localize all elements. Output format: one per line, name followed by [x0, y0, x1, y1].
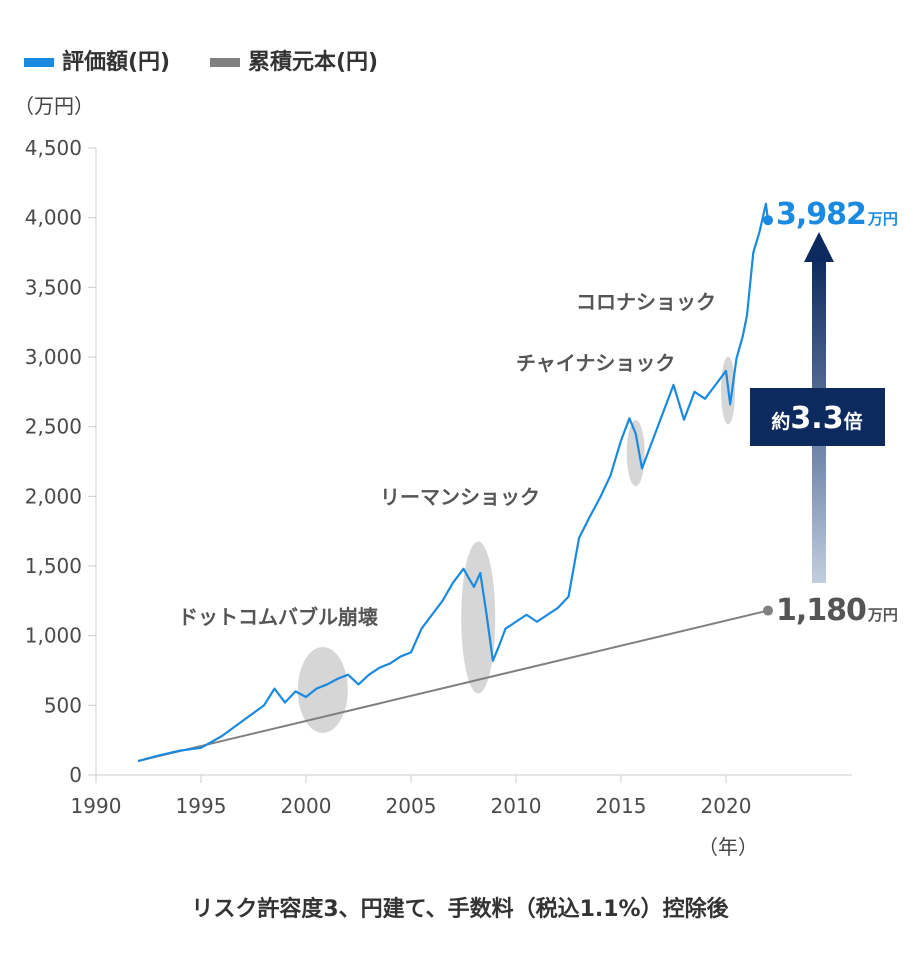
x-tick-label: 2020	[701, 794, 752, 818]
shock-label-dotcom: ドットコムバブル崩壊	[178, 605, 379, 629]
y-tick-label: 1,500	[25, 554, 82, 578]
legend-principal-label: 累積元本(円)	[248, 50, 378, 75]
y-tick-label: 2,000	[25, 484, 82, 508]
y-tick-label: 4,500	[25, 136, 82, 160]
y-axis-ticks: 0 500 1,000 1,500 2,000 2,500 3,000 3,500 4,000 4…	[25, 136, 96, 787]
y-tick-label: 4,000	[25, 206, 82, 230]
shock-ellipse	[461, 541, 496, 694]
legend-valuation-label: 評価額(円)	[62, 49, 170, 75]
y-tick-label: 2,500	[25, 415, 82, 439]
legend-principal-swatch	[210, 58, 240, 67]
chart-caption: リスク許容度3、円建て、手数料（税込1.1%）控除後	[191, 896, 729, 922]
shock-highlights	[297, 356, 736, 734]
x-tick-label: 1995	[176, 794, 227, 818]
y-axis-unit: （万円）	[14, 94, 94, 118]
y-tick-label: 3,000	[25, 345, 82, 369]
shock-label-corona: コロナショック	[576, 290, 716, 314]
y-tick-label: 1,000	[25, 624, 82, 648]
x-tick-label: 2010	[491, 794, 542, 818]
shock-label-china: チャイナショック	[516, 351, 675, 375]
x-tick-label: 1990	[71, 794, 122, 818]
x-tick-label: 2000	[281, 794, 332, 818]
multiplier-arrow-head	[804, 232, 834, 262]
y-tick-label: 500	[44, 693, 82, 717]
principal-value-label: 1,180 万円	[776, 593, 898, 628]
multiplier-label: 約3.3倍	[771, 401, 862, 436]
x-axis-ticks: 1990 1995 2000 2005 2010 2015 2020	[71, 775, 752, 818]
y-tick-label: 3,500	[25, 275, 82, 299]
final-value-label: 3,982 万円	[776, 197, 898, 232]
series-line-principal	[137, 609, 769, 763]
shock-label-lehman: リーマンショック	[380, 485, 540, 509]
x-tick-label: 2005	[386, 794, 437, 818]
y-tick-label: 0	[69, 763, 82, 787]
x-axis-unit: （年）	[698, 835, 758, 859]
end-point-principal	[763, 605, 773, 616]
end-point-valuation	[763, 215, 773, 226]
shock-ellipse	[297, 647, 348, 734]
x-tick-label: 2015	[596, 794, 647, 818]
series-line-valuation	[137, 202, 770, 763]
shock-ellipse	[626, 420, 645, 487]
legend-valuation-swatch	[24, 58, 54, 67]
multiplier-box	[750, 388, 885, 446]
